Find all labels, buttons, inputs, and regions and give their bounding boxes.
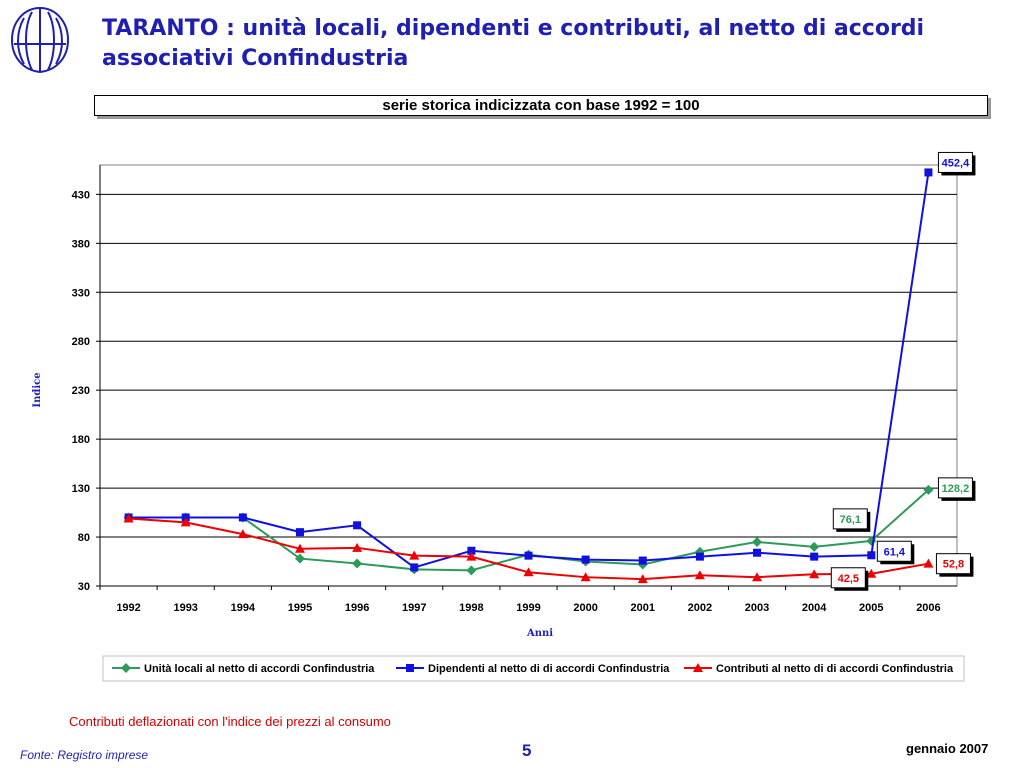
data-label: 128,2 bbox=[942, 483, 970, 495]
data-point-diamond bbox=[294, 553, 305, 564]
data-point-triangle bbox=[466, 551, 477, 561]
data-point-triangle bbox=[580, 572, 591, 582]
x-tick-label: 2001 bbox=[631, 602, 655, 614]
data-point-diamond bbox=[809, 541, 820, 552]
x-tick-label: 1995 bbox=[288, 602, 312, 614]
chart-subtitle: serie storica indicizzata con base 1992 … bbox=[94, 95, 988, 116]
data-point-square bbox=[410, 563, 419, 572]
y-tick-label: 180 bbox=[72, 434, 90, 446]
slide-date: gennaio 2007 bbox=[906, 741, 989, 756]
x-tick-label: 1992 bbox=[116, 602, 140, 614]
data-point-square bbox=[238, 513, 247, 522]
data-point-square bbox=[695, 552, 704, 561]
data-point-triangle bbox=[637, 574, 648, 584]
data-point-diamond bbox=[352, 558, 363, 569]
data-point-triangle bbox=[809, 569, 820, 579]
data-point-square bbox=[524, 551, 533, 560]
data-label: 61,4 bbox=[884, 546, 906, 558]
data-point-triangle bbox=[693, 663, 703, 672]
x-tick-label: 1998 bbox=[459, 602, 483, 614]
x-axis-label: Anni bbox=[526, 628, 553, 639]
data-point-triangle bbox=[294, 543, 305, 553]
data-point-square bbox=[406, 664, 414, 672]
data-point-triangle bbox=[694, 570, 705, 580]
data-label-box bbox=[937, 477, 973, 499]
page-number: 5 bbox=[522, 741, 532, 760]
x-tick-label: 2000 bbox=[573, 602, 597, 614]
deflation-note: Contributi deflazionati con l'indice dei… bbox=[69, 714, 391, 729]
data-label: 42,5 bbox=[838, 573, 859, 585]
legend bbox=[102, 655, 965, 682]
x-tick-label: 1993 bbox=[173, 602, 197, 614]
data-point-triangle bbox=[352, 542, 363, 552]
y-tick-label: 330 bbox=[72, 287, 90, 299]
data-point-triangle bbox=[409, 550, 420, 560]
x-tick-label: 2006 bbox=[916, 602, 940, 614]
data-label-box bbox=[935, 553, 971, 575]
y-tick-label: 280 bbox=[72, 336, 90, 348]
data-point-square bbox=[867, 551, 876, 560]
confindustria-logo bbox=[10, 6, 70, 74]
y-tick-label: 30 bbox=[78, 581, 90, 593]
x-tick-label: 1996 bbox=[345, 602, 369, 614]
data-point-square bbox=[924, 168, 933, 177]
data-point-triangle bbox=[123, 513, 134, 523]
y-tick-label: 230 bbox=[72, 385, 90, 397]
data-label-box bbox=[876, 540, 912, 562]
data-point-square bbox=[295, 528, 304, 537]
data-point-diamond bbox=[752, 536, 763, 547]
data-point-square bbox=[638, 556, 647, 565]
y-axis-label: Indice bbox=[32, 372, 43, 407]
data-point-triangle bbox=[752, 572, 763, 582]
data-label-box bbox=[832, 508, 868, 530]
data-point-square bbox=[581, 555, 590, 564]
data-point-square bbox=[753, 548, 762, 557]
x-tick-label: 1997 bbox=[402, 602, 426, 614]
y-tick-label: 380 bbox=[72, 238, 90, 250]
x-tick-label: 1999 bbox=[516, 602, 540, 614]
x-tick-label: 2004 bbox=[802, 602, 827, 614]
x-tick-label: 2003 bbox=[745, 602, 769, 614]
data-point-diamond bbox=[923, 484, 934, 495]
data-point-triangle bbox=[237, 529, 248, 539]
data-point-square bbox=[467, 546, 476, 555]
data-point-square bbox=[353, 521, 362, 530]
y-tick-label: 430 bbox=[72, 189, 90, 201]
legend-entry: Dipendenti al netto di di accordi Confin… bbox=[428, 663, 670, 675]
plot-area bbox=[99, 164, 958, 587]
legend-entry: Contributi al netto di di accordi Confin… bbox=[716, 663, 954, 675]
line-chart: 30 80 130 180 230 280 330 380 430 1992 1993 1994 199… bbox=[32, 151, 976, 682]
slide-title: TARANTO : unità locali, dipendenti e con… bbox=[102, 16, 925, 71]
data-point-triangle bbox=[523, 567, 534, 577]
data-label: 452,4 bbox=[942, 157, 970, 169]
source-note: Fonte: Registro imprese bbox=[20, 748, 149, 762]
data-point-triangle bbox=[866, 568, 877, 578]
data-point-diamond bbox=[121, 663, 131, 673]
data-label: 76,1 bbox=[840, 514, 861, 526]
data-point-square bbox=[810, 552, 819, 561]
x-tick-label: 2005 bbox=[859, 602, 883, 614]
x-tick-label: 1994 bbox=[231, 602, 256, 614]
legend-entry: Unità locali al netto di accordi Confind… bbox=[144, 663, 375, 675]
data-label-box bbox=[830, 567, 866, 589]
y-tick-label: 80 bbox=[78, 532, 90, 544]
data-point-triangle bbox=[923, 558, 934, 568]
x-tick-label: 2002 bbox=[688, 602, 712, 614]
data-label: 52,8 bbox=[943, 559, 964, 571]
data-point-diamond bbox=[466, 565, 477, 576]
y-tick-label: 130 bbox=[72, 483, 90, 495]
data-label-box bbox=[937, 151, 973, 173]
data-point-triangle bbox=[180, 517, 191, 527]
